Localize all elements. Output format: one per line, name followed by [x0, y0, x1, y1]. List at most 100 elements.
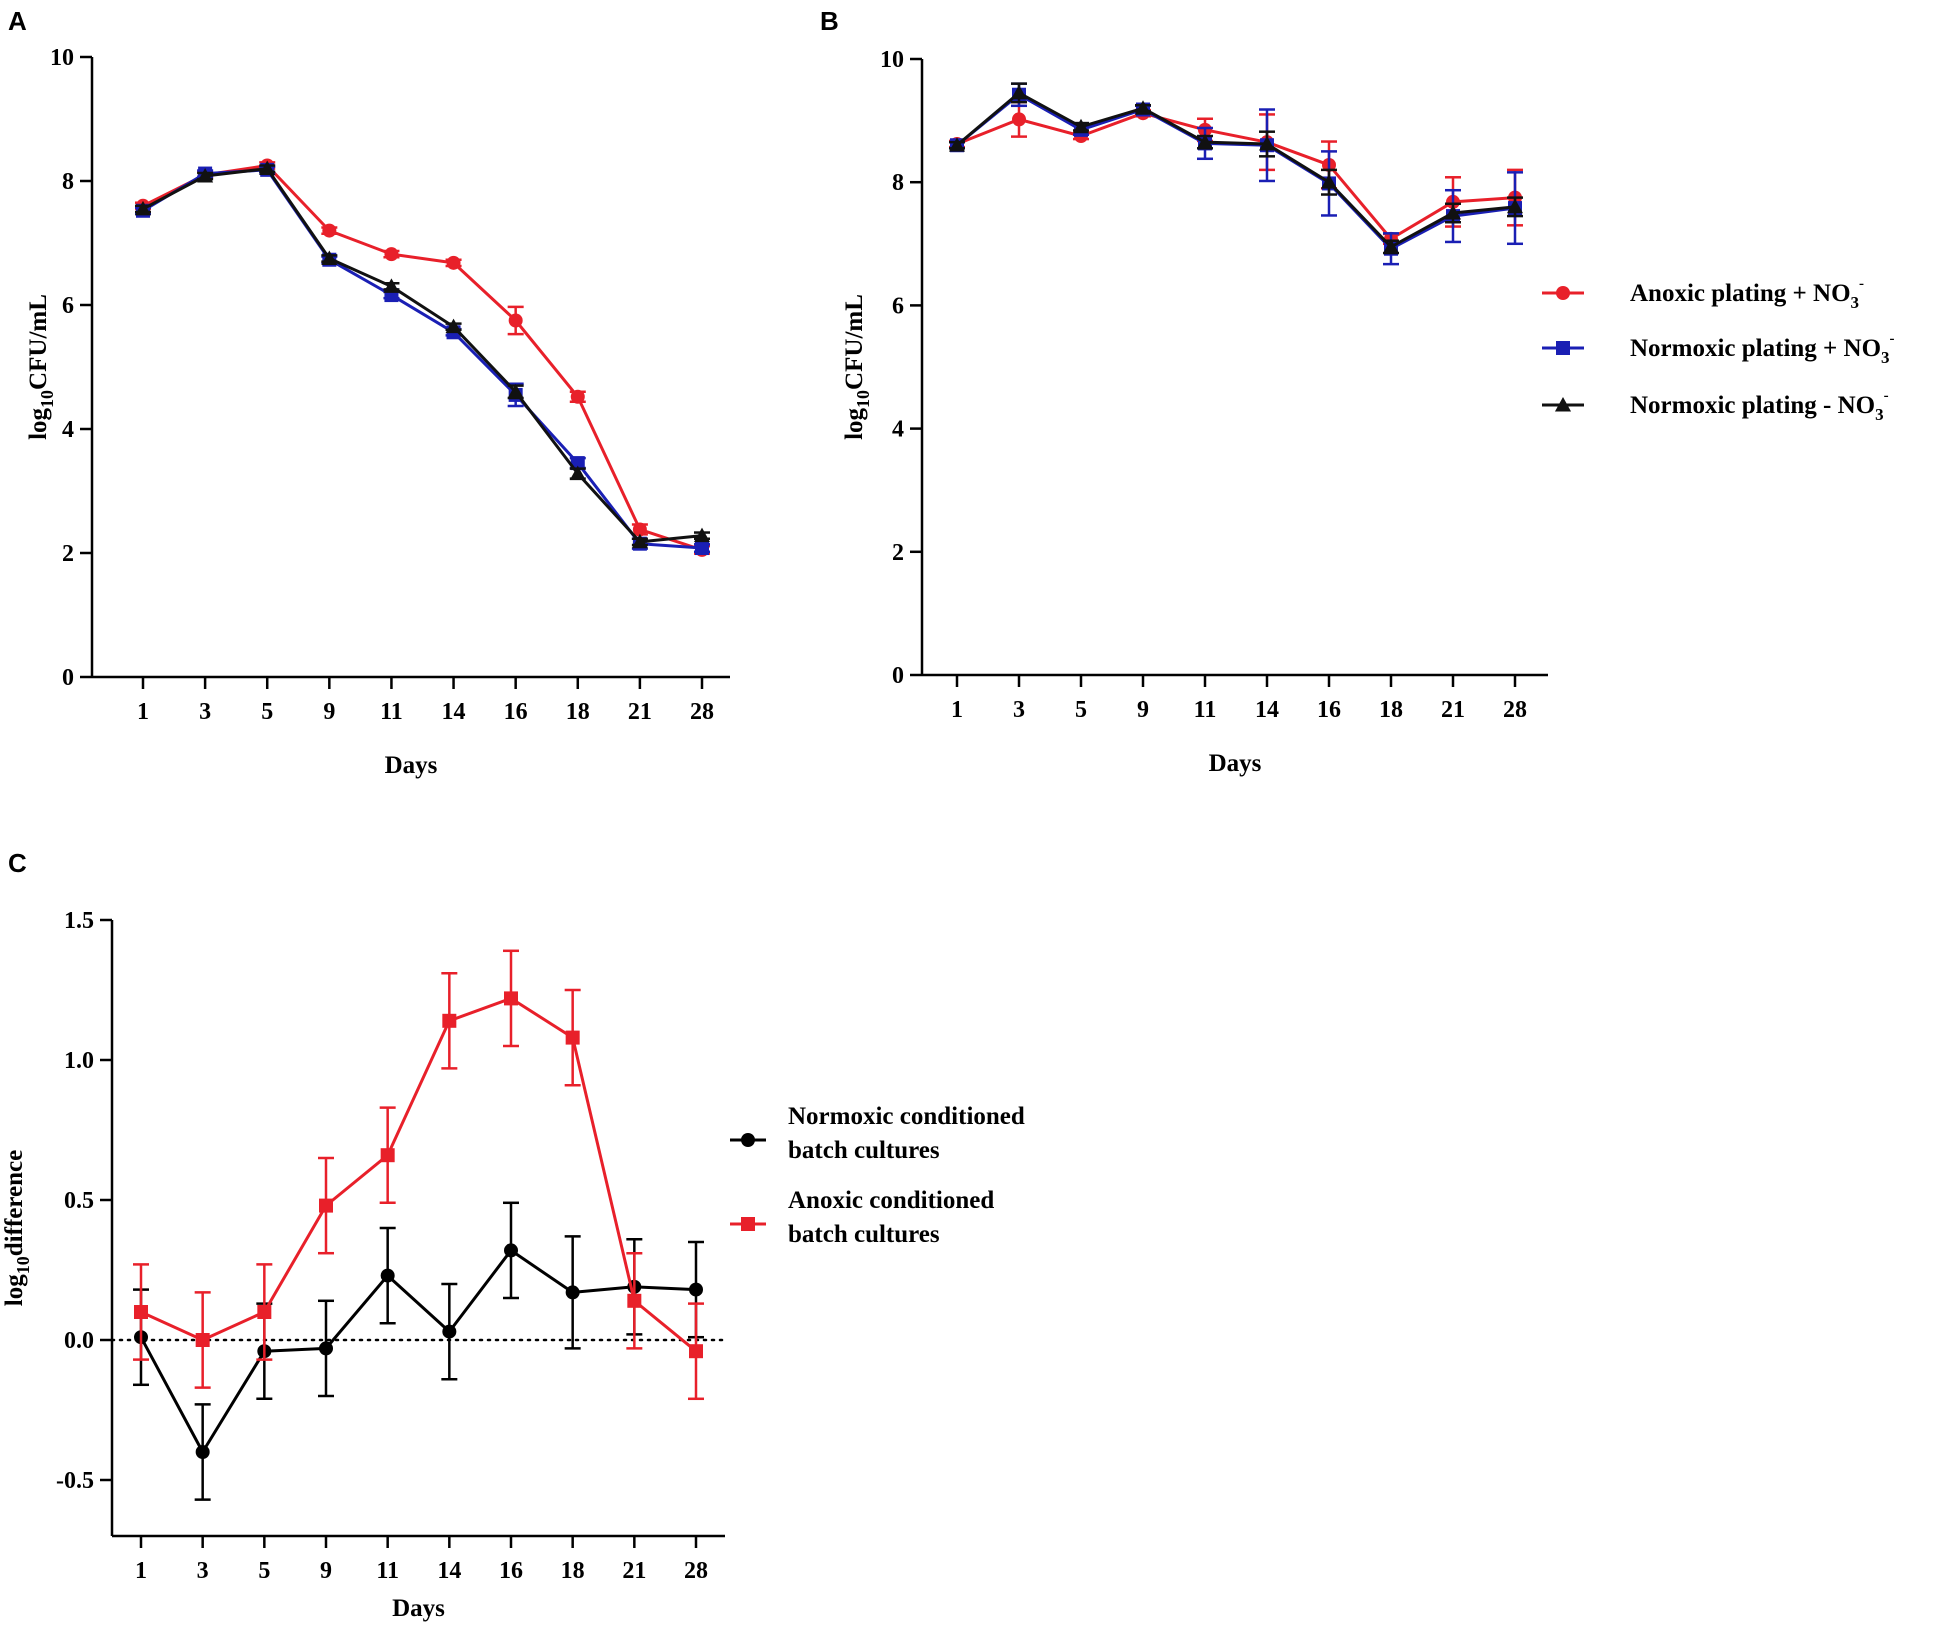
series-line — [956, 91, 1516, 249]
x-axis-title: Days — [1209, 750, 1262, 777]
y-tick-label: 8 — [892, 170, 904, 196]
legend-label: batch cultures — [788, 1137, 940, 1164]
data-point — [446, 255, 461, 270]
y-tick-label: 10 — [50, 45, 74, 71]
x-tick-label: 21 — [1441, 697, 1465, 723]
x-tick-label: 28 — [684, 1558, 708, 1584]
data-point — [695, 541, 709, 556]
data-point — [1010, 84, 1028, 100]
x-tick-label: 18 — [566, 699, 590, 725]
data-point — [197, 167, 214, 183]
data-point — [1444, 204, 1462, 220]
x-tick-label: 1 — [951, 697, 963, 723]
series-line — [142, 164, 703, 552]
legend-label: Normoxic plating - NO3- — [1630, 388, 1889, 424]
data-point — [508, 313, 523, 328]
data-point — [1134, 100, 1152, 115]
x-tick-label: 16 — [504, 699, 528, 725]
data-point — [632, 522, 647, 537]
legend-label: batch cultures — [788, 1221, 940, 1248]
legend-item-1: Anoxic plating + NO3- — [1542, 276, 1864, 312]
chart-panel-c: -0.5 0.0 0.5 1.0 1.5 1 3 5 9 11 14 16 18 21 28 Days log1… — [1, 908, 727, 1622]
x-tick-label: 9 — [320, 1558, 332, 1584]
data-point — [1506, 198, 1524, 214]
x-tick-label: 1 — [137, 699, 149, 725]
x-tick-label: 18 — [561, 1558, 585, 1584]
x-tick-label: 14 — [437, 1558, 461, 1584]
x-tick-label: 3 — [197, 1558, 209, 1584]
x-tick-label: 1 — [135, 1558, 147, 1584]
panel-label-a: A — [8, 6, 27, 36]
panel-label-c: C — [8, 848, 27, 878]
x-tick-label: 16 — [499, 1558, 523, 1584]
legend-marker — [741, 1133, 755, 1147]
series-anoxic-conditioned-batch-cultures — [133, 949, 704, 1401]
x-tick-label: 14 — [1255, 697, 1279, 723]
data-point — [442, 1324, 457, 1339]
y-tick-label: 4 — [62, 417, 74, 443]
y-tick-label: 6 — [62, 293, 74, 319]
legend-marker — [1556, 286, 1570, 300]
data-point — [627, 1293, 642, 1308]
data-point — [384, 247, 399, 262]
data-point — [631, 533, 648, 549]
y-tick-label: 8 — [62, 169, 74, 195]
legend-label: Anoxic plating + NO3- — [1630, 276, 1864, 312]
data-point — [445, 318, 462, 334]
data-point — [504, 1243, 518, 1258]
x-axis-title: Days — [385, 752, 438, 779]
data-point — [380, 1268, 395, 1283]
series-line — [139, 1248, 697, 1454]
data-point — [1382, 238, 1400, 254]
y-tick-label: 1.5 — [64, 908, 94, 934]
x-tick-label: 18 — [1379, 697, 1403, 723]
chart-panel-a: 0 2 4 6 8 10 1 3 5 9 11 14 16 18 21 28 Days log10CFU/mL — [25, 45, 730, 779]
x-tick-label: 5 — [261, 699, 273, 725]
x-tick-label: 3 — [199, 699, 211, 725]
data-point — [565, 1030, 580, 1045]
chart-panel-b: 0 2 4 6 8 10 1 3 5 9 11 14 16 18 21 28 Days log10CFU/mL — [841, 47, 1548, 777]
y-axis-title: log10difference — [1, 1150, 33, 1306]
data-point — [1072, 118, 1090, 134]
series-line — [140, 996, 697, 1353]
legend-item-2: Normoxic plating + NO3- — [1542, 331, 1895, 367]
data-point — [689, 1282, 703, 1297]
data-point — [1012, 112, 1026, 127]
y-tick-label: 10 — [880, 47, 904, 73]
series-normoxic-plating-no3 — [134, 160, 711, 549]
x-tick-label: 9 — [1137, 697, 1149, 723]
legend-item-3: Normoxic plating - NO3- — [1542, 388, 1889, 424]
x-tick-label: 11 — [376, 1558, 399, 1584]
legend-label: Normoxic conditioned — [788, 1103, 1025, 1130]
data-point — [257, 1305, 272, 1319]
series-line — [142, 167, 703, 544]
data-point — [504, 991, 518, 1006]
x-tick-label: 5 — [1075, 697, 1087, 723]
series-normoxic-plating-no3 — [949, 82, 1523, 266]
data-point — [689, 1344, 703, 1359]
data-point — [1196, 134, 1214, 149]
x-tick-label: 9 — [323, 699, 335, 725]
x-tick-label: 11 — [380, 699, 403, 725]
x-tick-label: 14 — [442, 699, 466, 725]
y-tick-label: 0.5 — [64, 1188, 94, 1214]
series-anoxic-plating-no3 — [135, 158, 710, 557]
legend-label: Normoxic plating + NO3- — [1630, 331, 1895, 367]
data-point — [322, 223, 337, 238]
data-point — [570, 389, 585, 404]
data-point — [195, 1445, 210, 1459]
legend-marker — [1556, 341, 1570, 355]
data-point — [134, 1305, 148, 1319]
data-point — [1258, 135, 1276, 151]
x-tick-label: 28 — [1503, 697, 1527, 723]
data-point — [948, 137, 966, 152]
legend-marker — [1554, 396, 1572, 412]
x-tick-label: 28 — [690, 699, 714, 725]
y-tick-label: -0.5 — [56, 1468, 94, 1494]
y-tick-label: 0 — [62, 665, 74, 691]
legend-marker — [741, 1217, 755, 1231]
y-tick-label: 2 — [62, 541, 74, 567]
data-point — [1320, 174, 1338, 189]
